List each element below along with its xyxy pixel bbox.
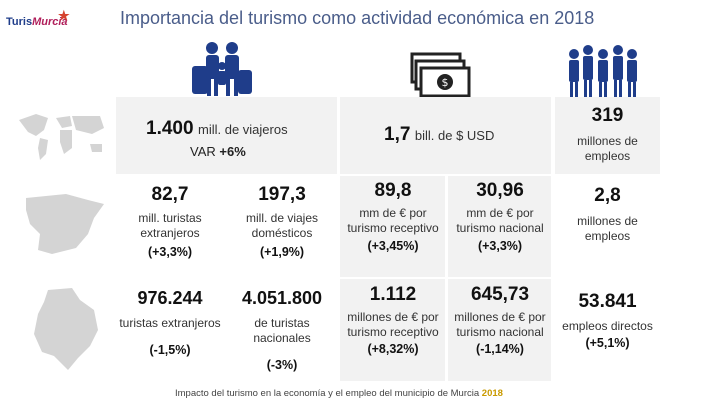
world-revenue-panel: [340, 97, 551, 174]
turismurcia-logo: TurisMurcia ★: [6, 8, 70, 28]
spain-domestic-unit: mill. de viajes domésticos: [245, 210, 319, 240]
spain-foreign-change: (+3,3%): [147, 244, 193, 259]
world-map-icon: [14, 108, 110, 163]
world-travelers-unit: mill. de viajeros: [198, 122, 288, 137]
world-jobs-panel: [555, 97, 660, 174]
spain-foreign-value: 82,7: [151, 184, 189, 205]
world-revenue-stat: 1,7 bill. de $ USD: [384, 124, 494, 146]
murcia-national-change: (-1,14%): [476, 341, 524, 356]
murcia-national-panel: [448, 279, 551, 381]
spain-national-unit: mm de € por turismo nacional: [456, 205, 544, 235]
spain-national-stat: 30,96 mm de € por turismo nacional (+3,3…: [451, 179, 549, 254]
spain-national-panel: [448, 176, 551, 277]
spain-domestic-stat: 197,3 mill. de viajes domésticos (+1,9%): [230, 183, 334, 260]
footer-caption: Impacto del turismo en la economía y el …: [175, 388, 503, 399]
murcia-jobs-value: 53.841: [578, 291, 637, 312]
spain-foreign-unit: mill. turistas extranjeros: [138, 210, 202, 240]
murcia-receptive-panel: [340, 279, 445, 381]
world-travelers-panel: [116, 97, 337, 174]
murcia-foreign-unit: turistas extranjeros: [119, 315, 221, 330]
murcia-receptive-stat: 1.112 millones de € por turismo receptiv…: [344, 283, 442, 357]
spain-domestic-change: (+1,9%): [259, 244, 305, 259]
spain-jobs-unit: millones de empleos: [577, 213, 638, 243]
murcia-national-tourists-change: (-3%): [266, 357, 298, 372]
spain-map-icon: [18, 190, 110, 260]
world-var-label: VAR: [190, 144, 216, 159]
footer-year: 2018: [481, 388, 503, 399]
page-title: Importancia del turismo como actividad e…: [120, 8, 595, 28]
murcia-region-map-icon: [28, 286, 102, 372]
murcia-foreign-stat: 976.244 turistas extranjeros (-1,5%): [118, 287, 222, 358]
murcia-jobs-change: (+5,1%): [585, 335, 630, 350]
murcia-receptive-unit: millones de € por turismo receptivo: [347, 309, 439, 339]
world-travelers-value: 1.400: [146, 118, 194, 139]
murcia-foreign-change: (-1,5%): [149, 342, 191, 357]
svg-text:$: $: [442, 76, 449, 89]
murcia-national-value: 645,73: [470, 284, 530, 305]
spain-receptive-unit: mm de € por turismo receptivo: [347, 205, 439, 235]
spain-receptive-panel: [340, 176, 445, 277]
murcia-foreign-value: 976.244: [137, 288, 203, 308]
spain-receptive-stat: 89,8 mm de € por turismo receptivo (+3,4…: [344, 179, 442, 254]
murcia-national-stat: 645,73 millones de € por turismo naciona…: [451, 283, 549, 357]
spain-jobs-value: 2,8: [594, 185, 621, 206]
murcia-jobs-stat: 53.841 empleos directos (+5,1%): [560, 290, 655, 351]
spain-national-change: (+3,3%): [477, 238, 523, 253]
world-travelers-stat: 1.400 mill. de viajeros VAR +6%: [146, 118, 336, 159]
spain-jobs-stat: 2,8 millones de empleos: [560, 184, 655, 244]
world-revenue-value: 1,7: [384, 124, 411, 145]
murcia-national-tourists-value: 4.051.800: [241, 288, 323, 308]
murcia-national-tourists-unit: de turistas nacionales: [253, 315, 311, 345]
world-jobs-value: 319: [591, 105, 624, 126]
family-travelers-icon: [188, 38, 254, 100]
world-var-value: +6%: [219, 144, 246, 159]
logo-star-icon: ★: [58, 8, 70, 23]
spain-national-value: 30,96: [476, 180, 524, 201]
murcia-receptive-change: (+8,32%): [367, 341, 419, 356]
spain-domestic-value: 197,3: [258, 184, 306, 205]
world-jobs-stat: 319 millones de empleos: [560, 104, 655, 164]
spain-receptive-change: (+3,45%): [367, 238, 419, 253]
murcia-national-tourists-stat: 4.051.800 de turistas nacionales (-3%): [228, 287, 336, 373]
murcia-jobs-unit: empleos directos: [562, 318, 653, 333]
murcia-receptive-value: 1.112: [369, 284, 417, 305]
workers-group-icon: [566, 42, 640, 102]
spain-foreign-stat: 82,7 mill. turistas extranjeros (+3,3%): [118, 183, 222, 260]
spain-receptive-value: 89,8: [374, 180, 412, 201]
footer-text: Impacto del turismo en la economía y el …: [175, 388, 480, 399]
world-jobs-unit: millones de empleos: [577, 133, 638, 163]
money-bills-icon: $: [410, 52, 472, 98]
murcia-national-unit: millones de € por turismo nacional: [454, 309, 546, 339]
world-revenue-unit: bill. de $ USD: [414, 128, 495, 143]
